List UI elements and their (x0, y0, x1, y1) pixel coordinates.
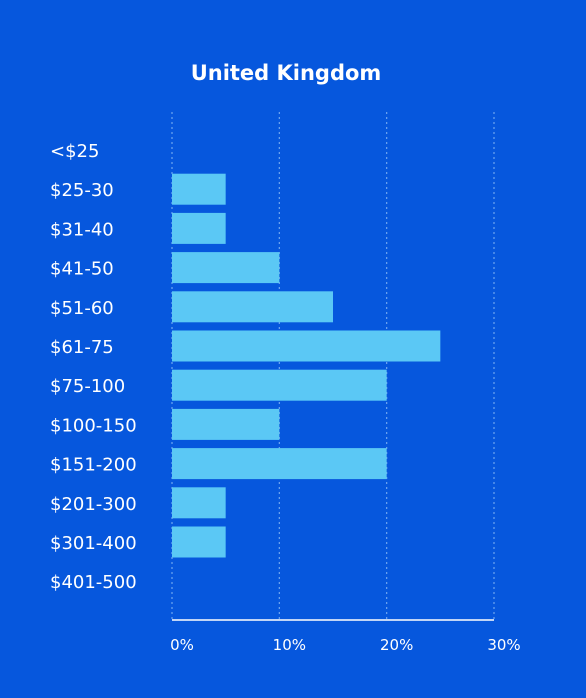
category-label: $51-60 (50, 298, 114, 319)
category-label: $41-50 (50, 259, 114, 280)
category-label: $201-300 (50, 494, 137, 515)
bar-$75-100 (172, 369, 387, 401)
bars (172, 173, 441, 558)
bar-$301-400 (172, 526, 226, 558)
category-label: $151-200 (50, 455, 137, 476)
chart-title: United Kingdom (191, 61, 382, 85)
category-label: $100-150 (50, 415, 137, 436)
bar-$100-150 (172, 408, 280, 440)
x-tick-label: 0% (170, 636, 194, 654)
bar-$151-200 (172, 448, 387, 480)
category-label: $75-100 (50, 376, 125, 397)
bar-$61-75 (172, 330, 441, 362)
x-tick-label: 10% (273, 636, 306, 654)
bar-$31-40 (172, 212, 226, 244)
category-label: $61-75 (50, 337, 114, 358)
category-label: $301-400 (50, 533, 137, 554)
x-tick-label: 30% (487, 636, 520, 654)
category-labels: <$25 $25-30 $31-40 $41-50 $51-60 $61-75 $75-10… (50, 141, 137, 593)
category-label: $31-40 (50, 219, 114, 240)
category-label: $25-30 (50, 180, 114, 201)
bar-$25-30 (172, 173, 226, 205)
category-label: $401-500 (50, 572, 137, 593)
x-tick-labels: 0% 10% 20% 30% (170, 636, 521, 654)
bar-$51-60 (172, 291, 333, 323)
category-label: <$25 (50, 141, 99, 162)
bar-$201-300 (172, 487, 226, 519)
x-tick-label: 20% (380, 636, 413, 654)
bar-$41-50 (172, 252, 280, 284)
